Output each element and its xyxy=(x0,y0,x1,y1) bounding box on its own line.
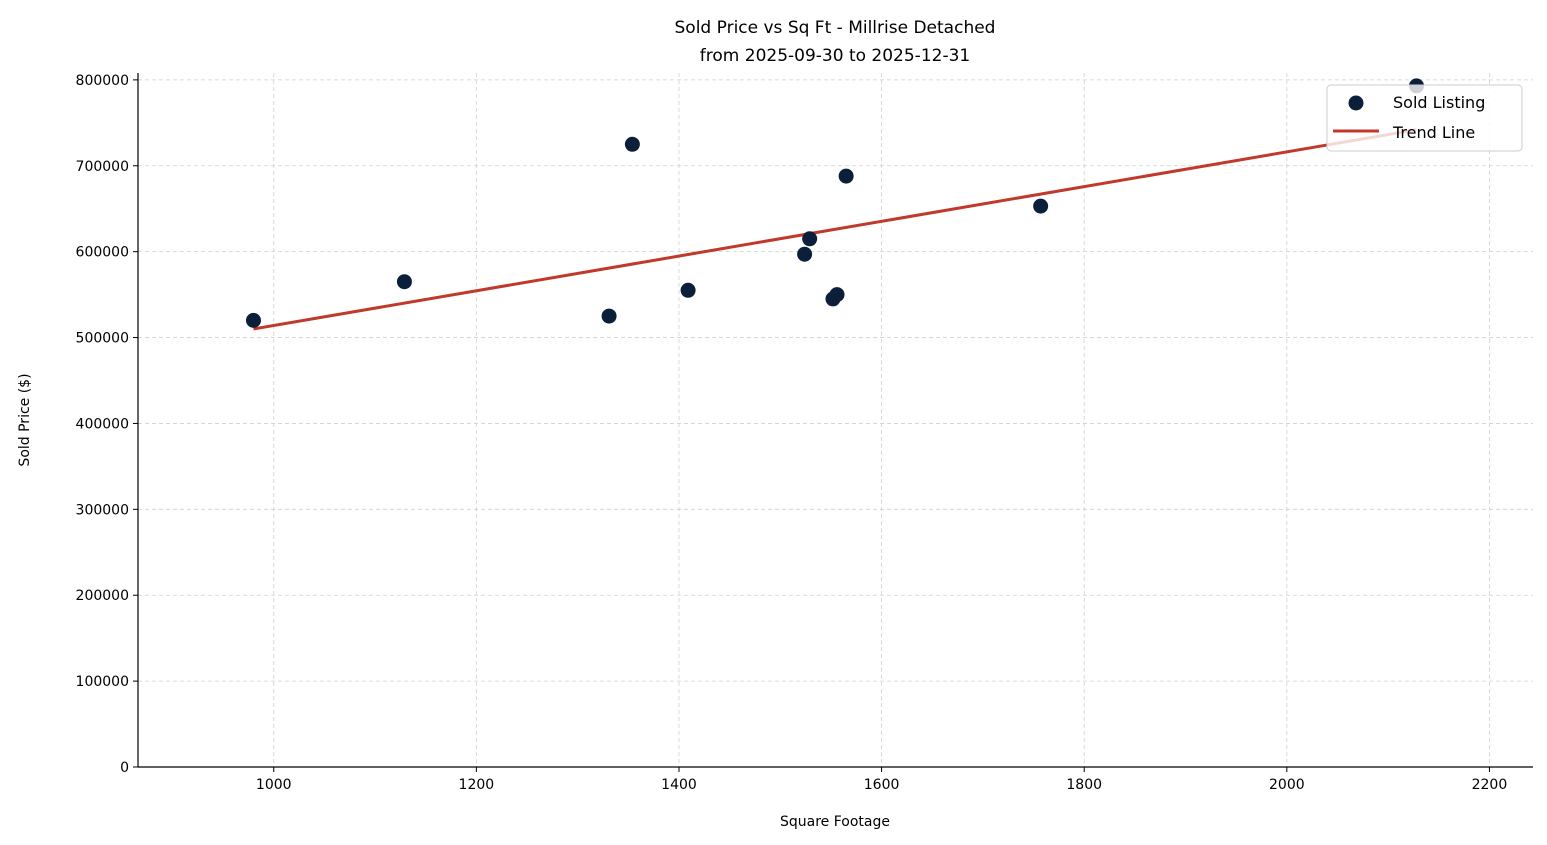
y-tick-label: 400000 xyxy=(76,416,129,432)
data-point xyxy=(838,168,854,184)
y-axis-label: Sold Price ($) xyxy=(17,373,33,466)
data-point xyxy=(802,231,818,247)
x-tick-label: 2000 xyxy=(1269,777,1305,793)
y-tick-label: 500000 xyxy=(76,331,129,347)
data-point xyxy=(396,274,412,290)
data-point xyxy=(829,287,845,303)
legend-label: Sold Listing xyxy=(1393,93,1485,112)
x-tick-label: 2200 xyxy=(1472,777,1508,793)
legend: Sold Listing Trend Line xyxy=(1326,84,1523,152)
legend-label: Trend Line xyxy=(1392,123,1475,142)
data-point xyxy=(1033,198,1049,214)
trend-line xyxy=(253,128,1417,331)
x-axis-label: Square Footage xyxy=(780,814,890,830)
y-tick-label: 0 xyxy=(120,760,129,776)
legend-box xyxy=(1326,84,1523,152)
x-tick-label: 1400 xyxy=(661,777,697,793)
legend-marker-scatter xyxy=(1348,95,1364,111)
x-tick-label: 1200 xyxy=(459,777,495,793)
chart-title: Sold Price vs Sq Ft - Millrise Detached xyxy=(675,18,996,38)
y-tick-label: 100000 xyxy=(76,674,129,690)
y-tick-label: 700000 xyxy=(76,159,129,175)
y-tick-label: 300000 xyxy=(76,502,129,518)
data-point xyxy=(797,246,813,262)
y-tick-label: 200000 xyxy=(76,588,129,604)
data-point xyxy=(624,136,640,152)
chart-subtitle: from 2025-09-30 to 2025-12-31 xyxy=(700,46,970,66)
data-point xyxy=(245,312,261,328)
data-point xyxy=(601,308,617,324)
x-tick-label: 1000 xyxy=(256,777,292,793)
data-point xyxy=(680,282,696,298)
x-tick-label: 1600 xyxy=(864,777,900,793)
y-tick-label: 800000 xyxy=(76,73,129,89)
y-tick-label: 600000 xyxy=(76,245,129,261)
x-tick-label: 1800 xyxy=(1066,777,1102,793)
